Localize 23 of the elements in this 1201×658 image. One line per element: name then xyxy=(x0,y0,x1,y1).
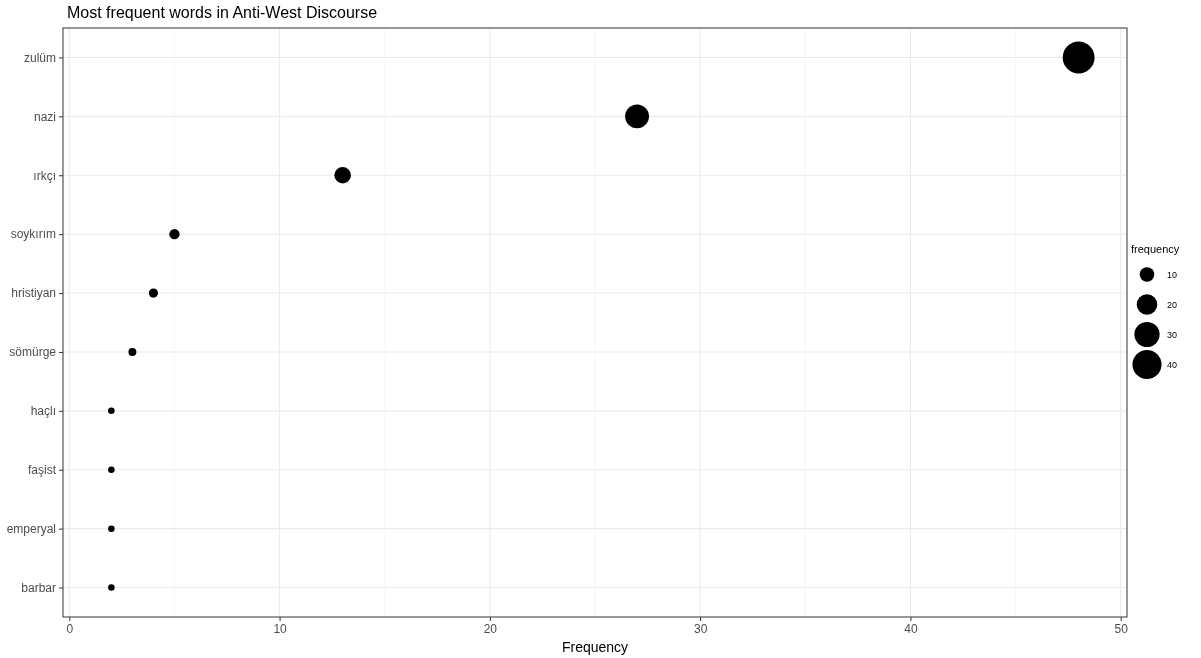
x-tick-label: 30 xyxy=(693,621,708,636)
y-tick-label: sömürge xyxy=(9,345,57,360)
x-tick-label: 10 xyxy=(273,621,288,636)
legend-label: 40 xyxy=(1167,360,1178,370)
y-tick-label: soykırım xyxy=(10,227,56,242)
y-tick-label: haçlı xyxy=(30,404,56,419)
y-tick-label: hristiyan xyxy=(11,286,56,301)
x-tick-label: 40 xyxy=(904,621,918,636)
y-tick-label: barbar xyxy=(21,580,56,595)
y-tick-label: emperyal xyxy=(6,521,56,536)
x-axis-title: Frequency xyxy=(561,639,629,655)
y-tick-label: nazi xyxy=(33,109,56,124)
legend-label: 10 xyxy=(1167,270,1178,280)
y-tick-label: ırkçı xyxy=(33,168,56,183)
x-tick-label: 50 xyxy=(1114,621,1129,636)
x-tick-label: 0 xyxy=(66,621,74,636)
legend-title: frequency xyxy=(1131,242,1180,255)
chart-title: Most frequent words in Anti-West Discourse xyxy=(67,4,378,21)
legend-label: 20 xyxy=(1167,300,1178,310)
y-tick-label: zulüm xyxy=(23,50,56,65)
y-tick-label: faşist xyxy=(27,463,57,478)
legend-label: 30 xyxy=(1167,330,1178,340)
x-tick-label: 20 xyxy=(483,621,498,636)
